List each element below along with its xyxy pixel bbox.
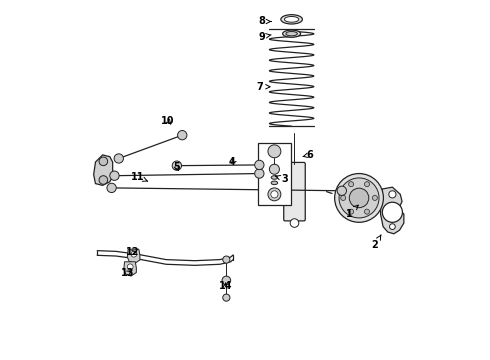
Circle shape [348, 209, 354, 214]
Circle shape [290, 219, 299, 227]
Circle shape [268, 145, 281, 158]
Circle shape [268, 188, 281, 201]
Circle shape [172, 161, 181, 170]
Ellipse shape [283, 30, 300, 37]
Text: 6: 6 [303, 150, 313, 160]
Circle shape [114, 154, 123, 163]
Circle shape [271, 191, 278, 198]
Circle shape [337, 186, 346, 195]
FancyBboxPatch shape [284, 162, 305, 221]
Circle shape [110, 171, 119, 180]
Circle shape [127, 264, 133, 270]
Text: 7: 7 [257, 82, 270, 92]
Text: 13: 13 [121, 268, 134, 278]
Circle shape [255, 169, 264, 178]
Text: 11: 11 [131, 172, 147, 182]
Circle shape [365, 209, 369, 214]
Circle shape [99, 157, 108, 166]
Polygon shape [94, 155, 113, 185]
Text: 3: 3 [275, 174, 288, 184]
Ellipse shape [281, 15, 302, 24]
Circle shape [107, 183, 116, 193]
Circle shape [389, 191, 396, 198]
Text: 12: 12 [126, 247, 140, 257]
Circle shape [223, 294, 230, 301]
FancyBboxPatch shape [258, 143, 291, 205]
Circle shape [222, 276, 231, 285]
Polygon shape [127, 249, 140, 264]
Circle shape [99, 176, 108, 184]
Circle shape [339, 178, 379, 218]
Polygon shape [381, 187, 404, 234]
Circle shape [365, 182, 369, 187]
Ellipse shape [285, 17, 299, 22]
Circle shape [348, 182, 354, 187]
Ellipse shape [271, 176, 278, 179]
Text: 14: 14 [219, 281, 232, 291]
Ellipse shape [286, 32, 297, 36]
Circle shape [372, 195, 377, 201]
Text: 4: 4 [229, 157, 236, 167]
Circle shape [270, 164, 279, 174]
Circle shape [349, 188, 369, 208]
Circle shape [131, 251, 137, 257]
Circle shape [177, 131, 187, 140]
Ellipse shape [271, 181, 278, 185]
Text: 8: 8 [259, 17, 271, 27]
Text: 1: 1 [345, 205, 358, 219]
Circle shape [335, 174, 383, 222]
Text: 5: 5 [173, 162, 180, 172]
Circle shape [390, 224, 395, 229]
Text: 2: 2 [371, 235, 381, 250]
Circle shape [341, 195, 346, 201]
Polygon shape [124, 262, 136, 276]
Circle shape [223, 256, 230, 263]
Circle shape [382, 202, 402, 222]
Text: 9: 9 [259, 32, 271, 41]
Text: 10: 10 [161, 116, 174, 126]
Circle shape [255, 160, 264, 170]
